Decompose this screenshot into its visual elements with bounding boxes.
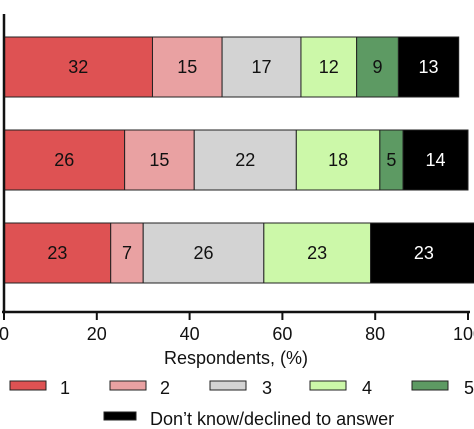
bar-label-row3-series6: 23: [414, 243, 434, 263]
x-tick-label: 100: [453, 324, 474, 344]
bar-label-row3-series3: 26: [194, 243, 214, 263]
legend-label-3: 3: [262, 378, 272, 398]
bar-label-row1-series3: 17: [252, 57, 272, 77]
bar-label-row1-series5: 9: [373, 57, 383, 77]
bar-label-row1-series1: 32: [68, 57, 88, 77]
legend-swatch-4: [309, 380, 347, 391]
bar-segment-row3-series2: [110, 222, 144, 284]
legend-label-4: 4: [362, 378, 372, 398]
legend: 1 2 3 4 5 Don’t know/declined to answer: [9, 378, 474, 429]
bar-label-row2-series6: 14: [426, 150, 446, 170]
x-axis: 0 20 40 60 80 100: [0, 14, 474, 344]
bar-segment-row2-series3: [193, 129, 297, 191]
bar-segment-row3-series6: [370, 222, 474, 284]
bar-label-row2-series1: 26: [54, 150, 74, 170]
legend-label-2: 2: [160, 378, 170, 398]
legend-swatch-5: [411, 380, 449, 391]
bar-segment-row2-series4: [295, 129, 381, 191]
bars: 32 15 17 12 9 13 26 15 22 18 5 14 23 7 26 23 23: [3, 36, 474, 284]
legend-swatch-2: [109, 380, 147, 391]
legend-swatch-3: [209, 380, 247, 391]
x-tick-label: 20: [87, 324, 107, 344]
x-tick-label: 0: [0, 324, 9, 344]
bar-segment-row2-series2: [124, 129, 195, 191]
bar-segment-row1-series1: [3, 36, 153, 98]
bar-label-row1-series2: 15: [177, 57, 197, 77]
bar-segment-row1-series6: [397, 36, 460, 98]
x-tick-label: 60: [272, 324, 292, 344]
x-tick-label: 40: [180, 324, 200, 344]
bar-segment-row3-series1: [3, 222, 112, 284]
bar-segment-row2-series6: [402, 129, 469, 191]
legend-swatch-1: [9, 380, 47, 391]
x-tick-label: 80: [365, 324, 385, 344]
bar-segment-row1-series5: [356, 36, 399, 98]
bar-label-row3-series2: 7: [122, 243, 132, 263]
bar-label-row2-series3: 22: [235, 150, 255, 170]
bar-segment-row1-series3: [221, 36, 302, 98]
bar-segment-row1-series2: [151, 36, 223, 98]
bar-label-row3-series4: 23: [307, 243, 327, 263]
bar-label-row1-series4: 12: [319, 57, 339, 77]
bar-label-row2-series2: 15: [149, 150, 169, 170]
bar-label-row2-series5: 5: [386, 150, 396, 170]
x-axis-title: Respondents, (%): [164, 348, 308, 368]
legend-label-6: Don’t know/declined to answer: [150, 409, 394, 429]
legend-label-1: 1: [60, 378, 70, 398]
bar-label-row3-series1: 23: [47, 243, 67, 263]
bar-segment-row2-series1: [3, 129, 126, 191]
bar-label-row1-series6: 13: [419, 57, 439, 77]
bar-segment-row3-series3: [142, 222, 265, 284]
legend-label-5: 5: [464, 378, 474, 398]
legend-swatch-6: [103, 411, 137, 421]
bar-segment-row3-series4: [263, 222, 372, 284]
bar-label-row2-series4: 18: [328, 150, 348, 170]
